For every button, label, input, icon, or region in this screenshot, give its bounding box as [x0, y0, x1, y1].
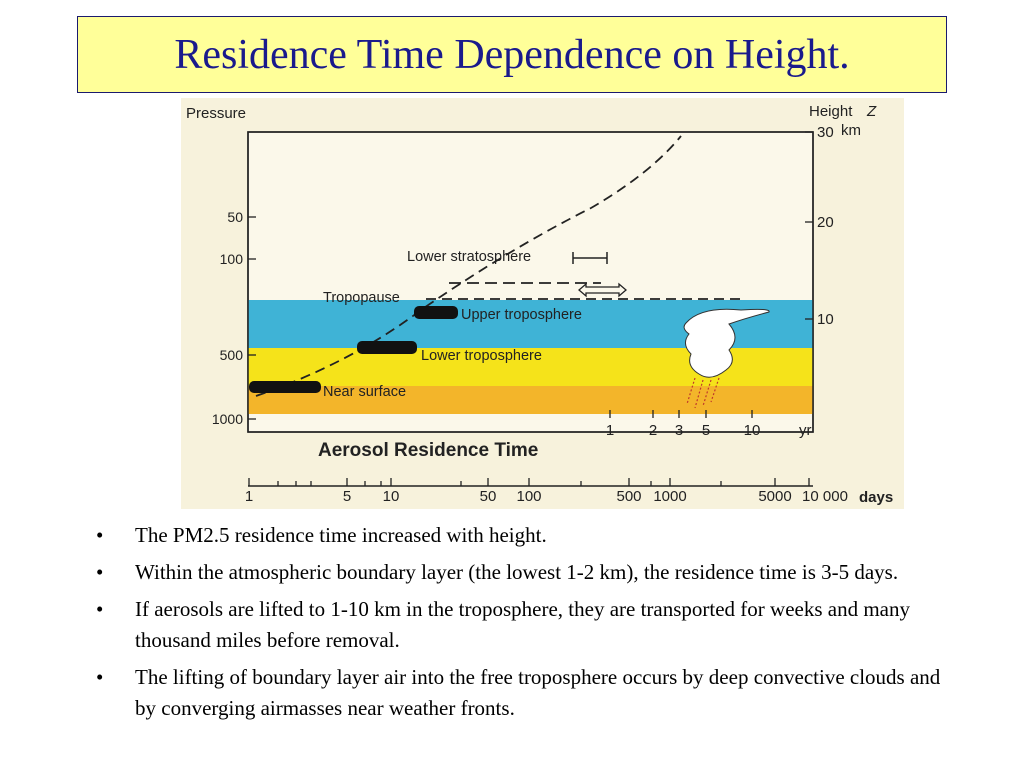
- pressure-axis-label: Pressure: [186, 105, 246, 122]
- near-surface-band: [248, 386, 813, 414]
- bullet-dot: •: [96, 523, 104, 547]
- title-box: Residence Time Dependence on Height.: [77, 16, 947, 93]
- bullet-item: • The lifting of boundary layer air into …: [96, 662, 966, 724]
- height-unit: km: [841, 122, 861, 139]
- bullet-dot: •: [96, 665, 104, 689]
- yr-tick-3: 3: [675, 422, 683, 439]
- lower-troposphere-bar: [357, 341, 417, 354]
- pressure-tick-500: 500: [220, 347, 244, 363]
- days-unit: days: [859, 489, 893, 506]
- days-tick-5000: 5000: [758, 488, 791, 505]
- yr-unit: yr: [799, 422, 812, 439]
- bullet-item: • Within the atmospheric boundary layer (…: [96, 557, 966, 588]
- bullet-dot: •: [96, 597, 104, 621]
- yr-tick-10: 10: [744, 422, 761, 439]
- aerosol-residence-figure: Pressure Height Z km 50 100 500 1000 30 …: [181, 98, 904, 509]
- bullet-text: The PM2.5 residence time increased with …: [135, 523, 547, 547]
- days-tick-5: 5: [343, 488, 351, 505]
- days-tick-50: 50: [480, 488, 497, 505]
- height-tick-30: 30: [817, 124, 834, 141]
- label-near-surface: Near surface: [323, 384, 406, 400]
- exchange-arrow: [578, 282, 627, 298]
- days-tick-10000: 10 000: [802, 488, 848, 505]
- bullet-item: • The PM2.5 residence time increased with…: [96, 520, 966, 551]
- days-tick-500: 500: [616, 488, 641, 505]
- pressure-tick-50: 50: [227, 209, 243, 225]
- pressure-tick-100: 100: [220, 251, 244, 267]
- stratosphere-range-bar: [572, 252, 608, 264]
- days-tick-10: 10: [383, 488, 400, 505]
- pressure-tick-1000: 1000: [212, 411, 243, 427]
- label-lower-stratosphere: Lower stratosphere: [407, 249, 531, 265]
- bullet-dot: •: [96, 560, 104, 584]
- bullet-item: • If aerosols are lifted to 1-10 km in th…: [96, 594, 966, 656]
- residence-time-curve: [255, 135, 682, 397]
- label-upper-troposphere: Upper troposphere: [461, 307, 582, 323]
- yr-tick-5: 5: [702, 422, 710, 439]
- height-tick-20: 20: [817, 214, 834, 231]
- days-axis-ticks: [248, 478, 810, 486]
- bullet-text: If aerosols are lifted to 1-10 km in the…: [135, 597, 910, 652]
- label-tropopause: Tropopause: [323, 290, 400, 306]
- height-symbol: Z: [866, 103, 877, 120]
- height-axis-label: Height: [809, 103, 853, 120]
- label-chart-title: Aerosol Residence Time: [318, 440, 538, 461]
- label-lower-troposphere: Lower troposphere: [421, 348, 542, 364]
- slide-title: Residence Time Dependence on Height.: [174, 31, 850, 78]
- days-tick-1000: 1000: [653, 488, 686, 505]
- bullet-list: • The PM2.5 residence time increased with…: [96, 520, 966, 730]
- bullet-text: Within the atmospheric boundary layer (t…: [135, 560, 899, 584]
- yr-tick-1: 1: [606, 422, 614, 439]
- yr-tick-2: 2: [649, 422, 657, 439]
- days-tick-100: 100: [516, 488, 541, 505]
- days-tick-1: 1: [245, 488, 253, 505]
- convective-cloud-icon: [683, 308, 770, 409]
- height-tick-10: 10: [817, 311, 834, 328]
- bullet-text: The lifting of boundary layer air into t…: [135, 665, 941, 720]
- near-surface-bar: [249, 381, 321, 393]
- upper-troposphere-bar: [414, 306, 458, 319]
